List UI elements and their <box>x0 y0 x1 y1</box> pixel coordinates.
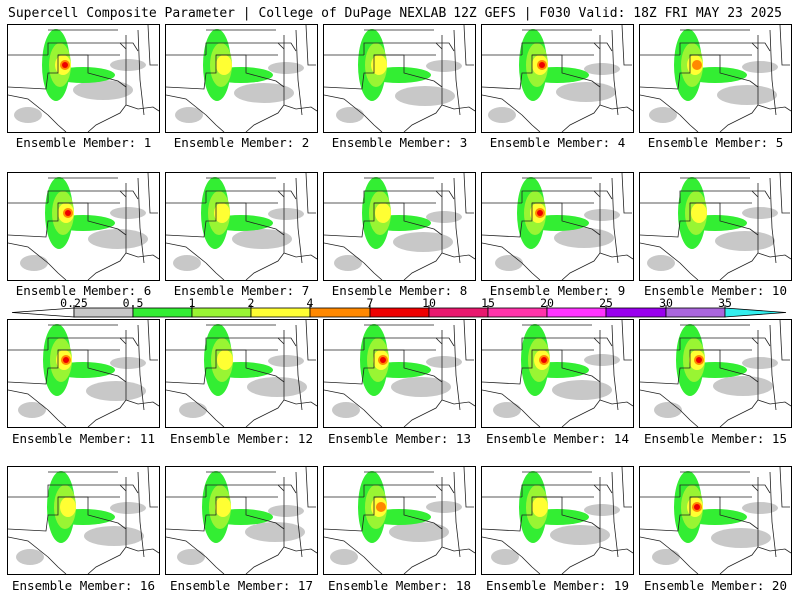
colorbar-tick-label: 35 <box>718 296 732 310</box>
ensemble-panel <box>323 172 476 281</box>
member-caption: Ensemble Member: 12 <box>170 431 313 446</box>
ensemble-panel <box>639 24 792 133</box>
scp-map <box>640 320 791 427</box>
scp-map <box>324 25 475 132</box>
colorbar-tick-label: 0.25 <box>60 296 88 310</box>
member-caption: Ensemble Member: 11 <box>12 431 155 446</box>
colorbar-tick-label: 20 <box>540 296 554 310</box>
scp-map <box>8 25 159 132</box>
member-caption: Ensemble Member: 17 <box>170 578 313 593</box>
colorbar <box>11 305 787 318</box>
scp-map <box>640 25 791 132</box>
colorbar-tick-label: 1 <box>188 296 196 310</box>
member-caption: Ensemble Member: 7 <box>173 283 310 298</box>
ensemble-panel <box>7 319 160 428</box>
member-caption: Ensemble Member: 5 <box>647 135 784 150</box>
scp-map <box>640 173 791 280</box>
ensemble-panel <box>481 319 634 428</box>
ensemble-panel <box>481 24 634 133</box>
scp-map <box>324 173 475 280</box>
member-caption: Ensemble Member: 9 <box>489 283 626 298</box>
member-caption: Ensemble Member: 19 <box>486 578 629 593</box>
colorbar-tick-label: 30 <box>659 296 673 310</box>
ensemble-panel <box>481 172 634 281</box>
member-caption: Ensemble Member: 4 <box>489 135 626 150</box>
member-caption: Ensemble Member: 2 <box>173 135 310 150</box>
ensemble-panel <box>323 24 476 133</box>
valid-time-label: 12Z GEFS | F030 Valid: 18Z FRI MAY 23 20… <box>453 6 782 21</box>
page-title: Supercell Composite Parameter | College … <box>8 6 447 21</box>
ensemble-panel <box>165 172 318 281</box>
member-caption: Ensemble Member: 15 <box>644 431 787 446</box>
ensemble-panel <box>165 466 318 575</box>
colorbar-swatch <box>309 307 371 318</box>
colorbar-swatch <box>724 307 787 318</box>
member-caption: Ensemble Member: 10 <box>644 283 787 298</box>
member-caption: Ensemble Member: 8 <box>331 283 468 298</box>
member-caption: Ensemble Member: 20 <box>644 578 787 593</box>
scp-map <box>482 173 633 280</box>
scp-map <box>166 320 317 427</box>
colorbar-swatch <box>191 307 252 318</box>
scp-map <box>482 25 633 132</box>
ensemble-panel <box>639 319 792 428</box>
colorbar-swatch <box>605 307 667 318</box>
colorbar-tick-label: 2 <box>247 296 255 310</box>
ensemble-panel <box>481 466 634 575</box>
scp-map <box>166 25 317 132</box>
scp-map <box>8 173 159 280</box>
scp-map <box>324 467 475 574</box>
ensemble-panel <box>165 319 318 428</box>
colorbar-tick-label: 15 <box>481 296 495 310</box>
colorbar-swatch <box>428 307 489 318</box>
scp-map <box>8 320 159 427</box>
ensemble-panel <box>165 24 318 133</box>
member-caption: Ensemble Member: 14 <box>486 431 629 446</box>
ensemble-panel <box>639 172 792 281</box>
member-caption: Ensemble Member: 3 <box>331 135 468 150</box>
colorbar-tick-label: 10 <box>422 296 436 310</box>
member-caption: Ensemble Member: 1 <box>15 135 152 150</box>
ensemble-panel <box>639 466 792 575</box>
scp-map <box>166 173 317 280</box>
colorbar-tick-label: 7 <box>366 296 374 310</box>
scp-map <box>640 467 791 574</box>
scp-map <box>166 467 317 574</box>
member-caption: Ensemble Member: 16 <box>12 578 155 593</box>
scp-map <box>482 467 633 574</box>
ensemble-panel <box>7 172 160 281</box>
colorbar-swatch <box>546 307 607 318</box>
colorbar-tick-label: 4 <box>306 296 314 310</box>
member-caption: Ensemble Member: 18 <box>328 578 471 593</box>
colorbar-tick-label: 25 <box>599 296 613 310</box>
colorbar-swatch <box>487 307 548 318</box>
scp-map <box>8 467 159 574</box>
member-caption: Ensemble Member: 6 <box>15 283 152 298</box>
member-caption: Ensemble Member: 13 <box>328 431 471 446</box>
ensemble-panel <box>323 319 476 428</box>
ensemble-panel <box>7 466 160 575</box>
ensemble-panel <box>7 24 160 133</box>
colorbar-swatch <box>665 307 726 318</box>
colorbar-swatch <box>250 307 311 318</box>
colorbar-tick-label: 0.5 <box>122 296 144 310</box>
colorbar-swatch <box>369 307 430 318</box>
ensemble-panel <box>323 466 476 575</box>
scp-map <box>324 320 475 427</box>
scp-map <box>482 320 633 427</box>
